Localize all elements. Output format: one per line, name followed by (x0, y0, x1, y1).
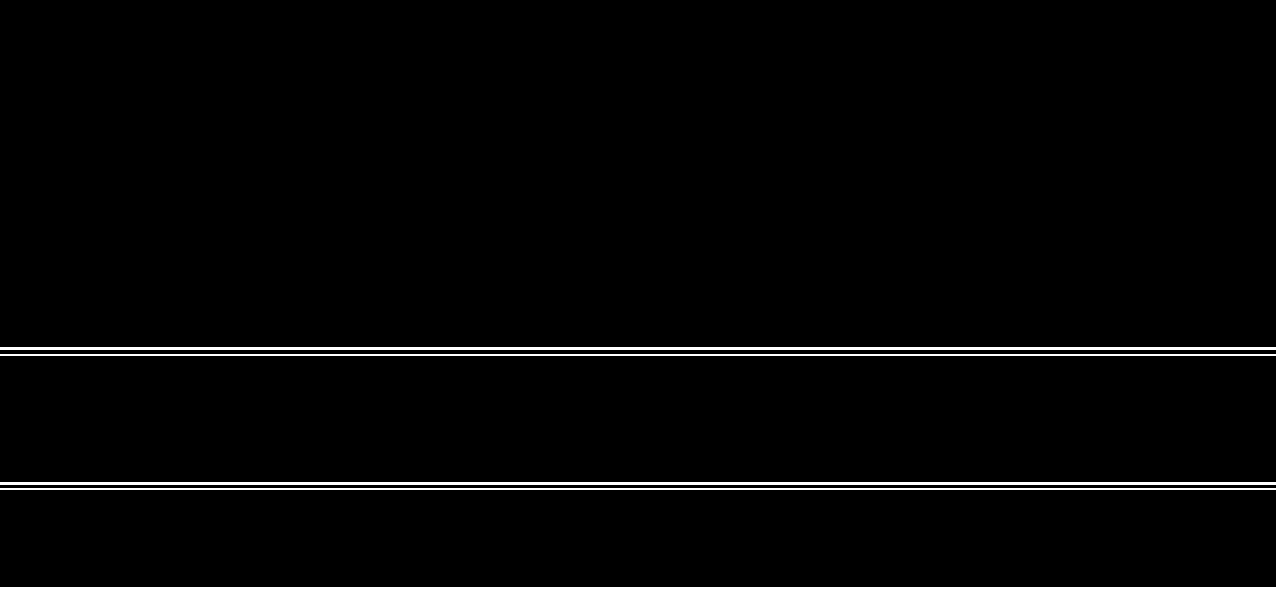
pane-separator-price-top[interactable] (0, 347, 1276, 350)
pane-separator-atr-top (0, 488, 1276, 490)
pane-separator-stoch-bottom[interactable] (0, 482, 1276, 485)
bottom-border-band (0, 587, 1276, 594)
pane-separator-stoch-top (0, 354, 1276, 356)
